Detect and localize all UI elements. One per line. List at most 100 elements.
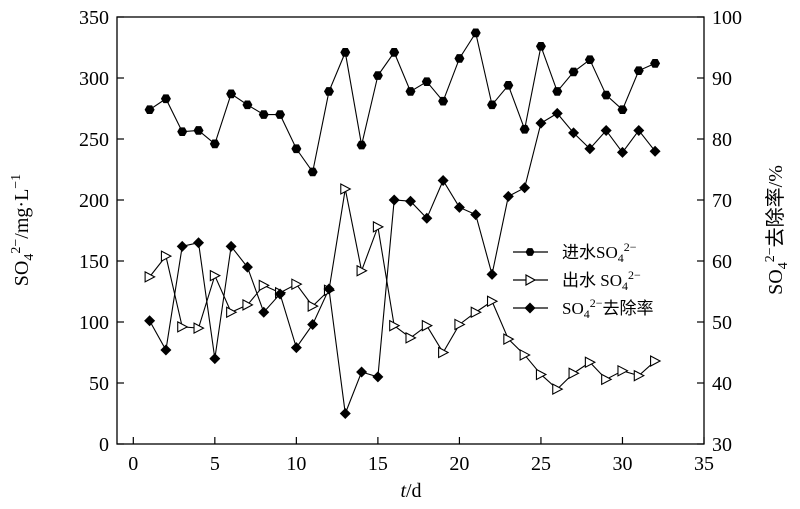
data-point-removal <box>388 194 400 206</box>
data-point-removal <box>535 117 547 129</box>
data-point-effluent <box>568 367 580 380</box>
data-point-removal <box>241 261 253 273</box>
data-point-effluent <box>519 349 531 361</box>
y-right-tick-label: 90 <box>712 68 732 90</box>
series-lines <box>149 31 656 414</box>
data-point-effluent <box>454 318 466 331</box>
data-point-influent <box>405 87 416 96</box>
data-point-removal <box>144 315 156 327</box>
data-point-influent <box>470 28 481 38</box>
data-point-removal <box>274 288 286 300</box>
data-point-removal <box>176 240 188 252</box>
data-point-influent <box>535 41 546 51</box>
data-point-influent <box>633 66 644 76</box>
data-point-removal <box>616 146 628 158</box>
data-point-influent <box>519 124 530 134</box>
y-left-tick-label: 0 <box>99 434 109 456</box>
y-right-tick-label: 50 <box>712 312 732 334</box>
data-point-effluent <box>340 183 352 195</box>
y-right-tick-label: 40 <box>712 373 732 395</box>
data-point-influent <box>193 126 204 135</box>
data-point-removal <box>519 182 531 194</box>
series-line-2 <box>149 112 656 414</box>
data-point-removal <box>633 124 645 136</box>
data-point-effluent <box>438 346 450 359</box>
data-point-influent <box>617 105 628 115</box>
data-point-influent <box>438 96 449 106</box>
series-markers <box>144 28 662 419</box>
legend-marker-effluent <box>525 273 537 287</box>
data-point-influent <box>503 80 514 90</box>
data-point-effluent <box>242 299 254 311</box>
data-point-influent <box>454 54 465 63</box>
data-point-influent <box>340 48 351 57</box>
data-point-effluent <box>372 220 385 233</box>
x-tick-label: 5 <box>210 453 220 475</box>
data-point-influent <box>160 94 171 104</box>
data-point-removal <box>470 209 482 221</box>
data-point-removal <box>290 342 302 354</box>
data-point-removal <box>209 353 221 365</box>
data-point-removal <box>258 306 270 318</box>
data-point-removal <box>649 145 661 157</box>
data-point-influent <box>144 105 155 115</box>
data-point-influent <box>601 90 612 100</box>
data-point-removal <box>193 237 205 249</box>
data-point-effluent <box>209 269 222 282</box>
data-point-effluent <box>177 320 189 333</box>
data-point-removal <box>568 127 580 139</box>
y-left-tick-label: 300 <box>79 68 109 90</box>
data-point-effluent <box>584 356 597 369</box>
data-point-removal <box>307 318 319 330</box>
left-axis-label: SO42−/mg·L−1 <box>9 174 37 286</box>
data-point-influent <box>307 167 318 177</box>
y-right-tick-label: 60 <box>712 251 732 273</box>
y-right-tick-label: 80 <box>712 129 732 151</box>
data-point-effluent <box>535 368 548 381</box>
data-point-influent <box>389 48 400 57</box>
data-point-effluent <box>389 319 401 332</box>
x-tick-label: 30 <box>612 453 632 475</box>
data-point-influent <box>568 67 579 77</box>
legend-marker-influent <box>525 248 535 256</box>
y-left-tick-label: 100 <box>79 312 109 334</box>
legend-label-removal: SO42−去除率 <box>562 296 654 321</box>
x-tick-label: 25 <box>531 453 551 475</box>
data-point-effluent <box>650 355 662 367</box>
data-point-influent <box>372 71 383 80</box>
data-point-removal <box>600 124 612 136</box>
data-point-influent <box>487 100 498 110</box>
data-point-effluent <box>356 264 368 277</box>
series-line-0 <box>149 31 656 174</box>
y-left-tick-label: 250 <box>79 129 109 151</box>
data-point-effluent <box>291 278 303 291</box>
right-axis-label: SO42−去除率/% <box>763 165 791 295</box>
data-point-influent <box>650 59 661 68</box>
x-tick-label: 20 <box>449 453 469 475</box>
data-point-removal <box>323 283 335 295</box>
data-point-removal <box>437 174 449 186</box>
x-axis-label: t/d <box>400 480 421 502</box>
legend: 进水SO42− 出水 SO42− SO42−去除率 <box>513 240 654 321</box>
y-right-tick-label: 30 <box>712 434 732 456</box>
data-point-influent <box>356 140 367 150</box>
data-point-removal <box>486 268 498 280</box>
data-point-removal <box>225 240 237 252</box>
data-point-influent <box>552 87 563 96</box>
x-tick-label: 35 <box>694 453 714 475</box>
legend-marker-removal <box>524 302 536 314</box>
data-point-influent <box>258 110 269 119</box>
x-tick-label: 15 <box>368 453 388 475</box>
data-point-effluent <box>144 270 156 283</box>
data-point-influent <box>242 100 253 110</box>
data-point-effluent <box>421 319 433 332</box>
data-point-effluent <box>503 333 515 345</box>
data-point-influent <box>275 110 286 119</box>
data-point-removal <box>372 371 384 383</box>
y-left-tick-label: 50 <box>89 373 109 395</box>
legend-label-influent: 进水SO42− <box>562 240 637 265</box>
data-point-effluent <box>405 331 417 344</box>
data-point-removal <box>339 408 351 419</box>
data-point-removal <box>453 201 465 213</box>
